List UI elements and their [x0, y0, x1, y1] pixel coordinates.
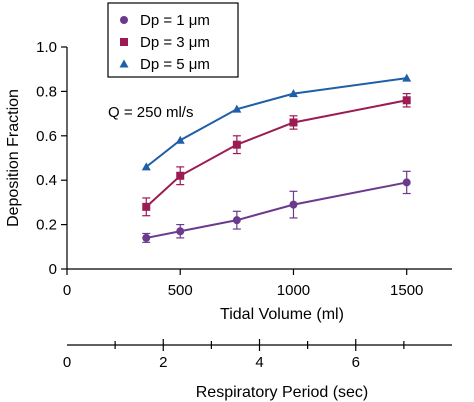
secondary-x-tick-label: 6	[352, 354, 360, 371]
x-tick-label: 500	[168, 282, 193, 299]
y-tick-label: 0.2	[36, 217, 57, 234]
secondary-x-tick-label: 2	[159, 354, 167, 371]
legend-label: Dp = 3 μm	[140, 34, 210, 51]
series-line-3	[145, 77, 407, 168]
y-axis-label: Deposition Fraction	[5, 89, 22, 227]
data-point	[232, 216, 241, 225]
legend-frame	[107, 2, 239, 78]
data-point	[402, 73, 412, 82]
x-tick-label: 1500	[390, 282, 423, 299]
data-point	[142, 202, 151, 211]
data-point	[402, 96, 411, 105]
data-point	[232, 104, 242, 113]
plot-area: 0 0.2 0.4 0.6 0.8 1.0 0 500 1000 1500 0 2 4 6	[36, 39, 452, 371]
legend-marker	[119, 59, 129, 68]
x-axis-label: Tidal Volume (ml)	[220, 306, 344, 323]
data-point	[176, 171, 185, 180]
data-point	[232, 140, 241, 149]
x-tick-label: 1000	[277, 282, 310, 299]
series-line-1	[146, 181, 407, 239]
y-tick-label: 0	[49, 261, 57, 278]
data-point	[176, 227, 185, 236]
legend-label: Dp = 5 μm	[140, 56, 210, 73]
data-point	[141, 162, 151, 171]
data-point	[175, 135, 185, 144]
y-tick-label: 0.6	[36, 128, 57, 145]
y-tick-label: 0.8	[36, 83, 57, 100]
data-point	[289, 118, 298, 127]
secondary-x-tick-label: 4	[255, 354, 263, 371]
secondary-x-tick-label: 0	[63, 354, 71, 371]
data-point	[402, 178, 411, 187]
y-tick-label: 1.0	[36, 39, 57, 56]
data-point	[289, 200, 298, 209]
x-tick-label: 0	[63, 282, 71, 299]
legend-marker	[120, 16, 128, 24]
legend-label: Dp = 1 μm	[140, 12, 210, 29]
data-point	[288, 89, 298, 98]
y-tick-label: 0.4	[36, 172, 57, 189]
secondary-x-axis-label: Respiratory Period (sec)	[196, 384, 369, 401]
flow-rate-annotation: Q = 250 ml/s	[108, 104, 193, 121]
legend-marker	[120, 38, 128, 46]
data-point	[142, 233, 151, 242]
legend: Dp = 1 μm Dp = 3 μm Dp = 5 μm	[107, 2, 239, 78]
